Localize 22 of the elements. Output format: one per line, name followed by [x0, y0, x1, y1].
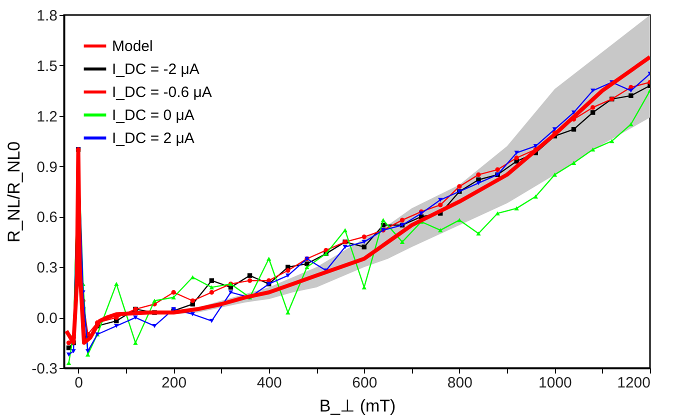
- x-tick-label: 1000: [538, 374, 572, 392]
- x-tick-label: 1200: [617, 374, 650, 392]
- y-axis-title: R_NL/R_NL0: [4, 141, 24, 243]
- legend-label: I_DC = 0 μA: [112, 107, 194, 124]
- x-tick-label: 0: [74, 374, 83, 392]
- legend-label: I_DC = -2 μA: [112, 61, 200, 78]
- y-tick-label: 1.2: [36, 108, 58, 126]
- legend-label: I_DC = 2 μA: [112, 130, 194, 147]
- legend-label: I_DC = -0.6 μA: [112, 84, 212, 101]
- x-axis-title: B_⊥ (mT): [319, 396, 396, 416]
- y-tick-label: 1.5: [36, 58, 58, 75]
- y-tick-label: 0.9: [36, 158, 58, 176]
- x-tick-label: 600: [352, 374, 378, 392]
- y-tick-label: -0.3: [32, 360, 58, 378]
- x-tick-label: 200: [162, 374, 187, 392]
- y-tick-label: 0.3: [36, 260, 58, 277]
- x-tick-label: 400: [256, 374, 282, 392]
- legend-label: Model: [112, 38, 153, 55]
- y-tick-label: 0.0: [36, 310, 58, 328]
- x-tick-label: 800: [447, 374, 472, 392]
- y-tick-label: 0.6: [36, 209, 58, 226]
- y-tick-label: 1.8: [36, 8, 58, 24]
